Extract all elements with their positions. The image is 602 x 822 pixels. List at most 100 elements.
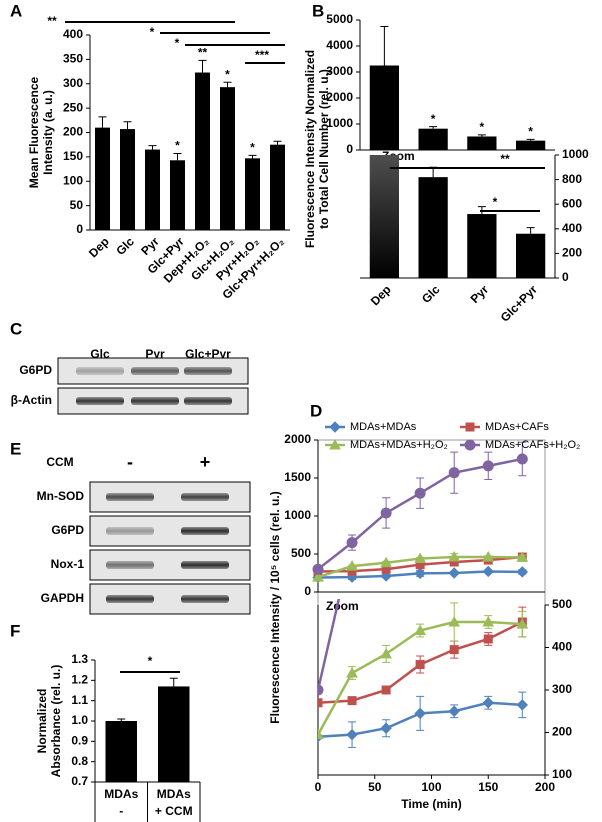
y-tick-label: 0 (346, 142, 353, 156)
blot-band (106, 561, 154, 569)
zoom-bar (369, 155, 399, 278)
point (346, 560, 358, 571)
point (312, 571, 324, 582)
row-label: G6PD (19, 363, 52, 377)
lane-label: - (127, 452, 133, 472)
y-tick-label: 300 (552, 682, 572, 696)
y-tick-label: 600 (562, 196, 582, 210)
significance-star: ** (198, 46, 208, 60)
zoom-point (318, 684, 324, 696)
significance-star: * (528, 125, 533, 139)
error-bar (169, 677, 178, 687)
significance-label: * (493, 195, 498, 209)
lane-label: + (200, 452, 211, 472)
y-tick-label: 150 (63, 149, 83, 163)
zoom-point (482, 615, 495, 627)
error-bar (123, 121, 132, 130)
blot-band (76, 397, 124, 405)
bar (270, 144, 285, 230)
error-bar (223, 81, 232, 88)
y-tick-label: 0.8 (71, 754, 88, 768)
panel-label: A (10, 1, 22, 20)
panel-label: C (10, 319, 22, 338)
y-tick-label: 1000 (284, 508, 311, 522)
y-tick-label: 50 (70, 198, 84, 212)
bar (95, 127, 110, 230)
significance-label: *** (255, 48, 269, 62)
point (312, 563, 324, 575)
zoom-point (380, 722, 392, 734)
zoom-point (381, 371, 391, 381)
y-axis-label-line: Mean Fluorescence (27, 76, 41, 188)
y-tick-label: 2000 (326, 90, 353, 104)
error-bar (98, 116, 107, 128)
significance-label: * (150, 25, 155, 39)
zoom-point (483, 634, 493, 644)
bar (418, 128, 448, 150)
legend-marker (329, 421, 341, 433)
y-axis-label-line: Normalized (35, 689, 49, 754)
zoom-point (346, 666, 358, 678)
y-tick-label: 1.0 (71, 713, 88, 727)
x-tick-label: 100 (421, 780, 441, 794)
x-tick-label: Dep (368, 282, 394, 308)
blot-band (181, 561, 229, 569)
y-tick-label: 400 (562, 221, 582, 235)
blot-band (131, 397, 179, 405)
bar (105, 721, 137, 782)
zoom-point (347, 696, 357, 706)
y-tick-label: 300 (63, 76, 83, 90)
clip-group (318, 36, 529, 748)
zoom-error-bar (526, 227, 535, 234)
legend-marker (464, 439, 476, 451)
blot-band (181, 595, 229, 603)
x-tick-label: 0 (315, 780, 322, 794)
significance-label: ** (500, 152, 510, 166)
y-tick-label: 1.2 (71, 673, 88, 687)
error-bar (380, 26, 389, 66)
x-axis-label: Time (min) (401, 797, 461, 811)
zoom-error-bar (484, 36, 492, 189)
zoom-point (318, 698, 323, 708)
y-tick-label: 5000 (326, 12, 353, 26)
row-label: Nox-1 (51, 557, 85, 571)
row-label: Mn-SOD (37, 489, 85, 503)
zoom-point (318, 728, 324, 740)
point (380, 556, 392, 568)
blot-band (106, 527, 154, 535)
point (448, 551, 461, 562)
y-axis-label-line: Fluorescence Intensity Normalized (303, 50, 317, 248)
row-label: GAPDH (41, 591, 84, 605)
blot-band (76, 367, 124, 375)
point (516, 566, 529, 578)
x-tick-label: Glc+Pyr (498, 282, 540, 324)
y-axis-label-line: Intensity (a. u.) (41, 90, 55, 175)
error-bar (273, 140, 282, 145)
y-tick-label: 0 (76, 222, 83, 236)
y-tick-label: 0 (562, 270, 569, 284)
legend-label: MDAs+MDAs (350, 421, 417, 433)
bar (467, 136, 497, 150)
y-axis-label: Fluorescence Intensity Normalizedto Tota… (303, 50, 331, 248)
zoom-point (517, 69, 527, 79)
point (380, 507, 392, 519)
zoom-point (483, 107, 493, 117)
legend-label: MDAs+CAFs+H₂O₂ (485, 439, 580, 451)
point (482, 460, 494, 472)
x-tick-label: 200 (535, 780, 555, 794)
zoom-error-bar (382, 291, 390, 461)
blot-header: CCM (46, 455, 73, 469)
y-tick-label: 2000 (284, 432, 311, 446)
zoom-point (415, 660, 425, 669)
row-label: G6PD (51, 523, 84, 537)
x-tick-label: 150 (478, 780, 498, 794)
point (516, 453, 528, 465)
x-tick-label: MDAs (157, 787, 191, 801)
y-tick-label: 200 (552, 725, 572, 739)
x-tick-sublabel: + CCM (155, 804, 193, 818)
y-tick-label: 1.3 (71, 652, 88, 666)
error-bar (477, 134, 486, 137)
point (346, 537, 358, 549)
significance-star: * (175, 139, 180, 153)
